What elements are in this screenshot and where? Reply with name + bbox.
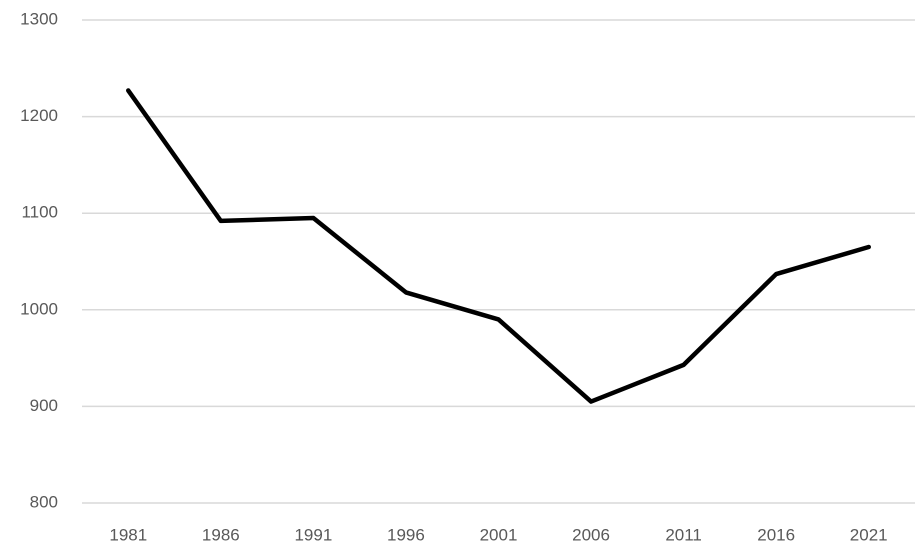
x-tick-label: 2001 xyxy=(480,525,518,544)
y-tick-label: 900 xyxy=(30,396,58,415)
x-tick-label: 1991 xyxy=(294,525,332,544)
y-tick-label: 1000 xyxy=(20,299,58,318)
x-tick-label: 1986 xyxy=(202,525,240,544)
y-tick-label: 800 xyxy=(30,492,58,511)
x-tick-label: 2016 xyxy=(757,525,795,544)
x-tick-label: 2011 xyxy=(665,525,702,544)
x-tick-label: 1996 xyxy=(387,525,425,544)
y-tick-label: 1200 xyxy=(20,106,58,125)
x-tick-label: 1981 xyxy=(109,525,147,544)
x-tick-label: 2021 xyxy=(850,525,888,544)
y-tick-label: 1300 xyxy=(20,9,58,28)
data-line xyxy=(126,88,871,404)
y-tick-label: 1100 xyxy=(21,203,58,222)
x-tick-label: 2006 xyxy=(572,525,610,544)
